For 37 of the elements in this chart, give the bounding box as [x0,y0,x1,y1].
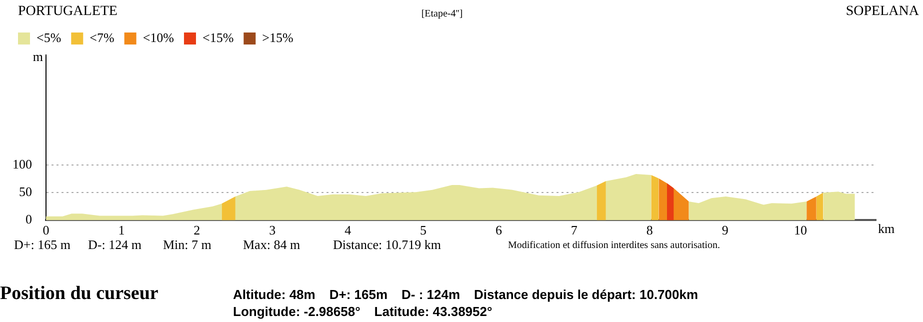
text: Modification et diffusion interdites sans autorisation. [508,240,720,251]
x-tick-label: 4 [344,222,352,238]
text: D+: 165m [329,287,388,302]
text: SOPELANA [846,4,919,20]
x-tick-label: 9 [722,222,728,238]
text: PORTUGALETE [18,4,118,20]
x-tick-label: 5 [420,222,427,238]
y-tick-label: 50 [19,184,32,200]
x-tick-label: 6 [495,222,502,238]
text: Longitude: -2.98658° [233,304,360,319]
legend-label: <10% [142,30,174,45]
y-axis-title: m [32,48,43,64]
x-tick-label: 1 [118,222,125,238]
x-tick-label: 7 [570,222,578,238]
text: Position du curseur [0,283,158,305]
legend-label: <5% [36,30,62,45]
x-tick-label: 0 [42,222,50,238]
text: Distance depuis le départ: 10.700km [474,287,698,302]
x-tick-label: 8 [646,222,653,238]
x-axis-title: km [878,221,895,236]
legend-label: <15% [202,30,234,45]
x-tick-label: 2 [194,222,200,238]
x-tick-label: 10 [794,222,808,238]
y-tick-label: 0 [26,212,32,227]
text: Min: 7 m [163,237,212,253]
chart-title: [Etape-4''] [421,8,463,20]
text: Max: 84 m [243,237,300,253]
legend-label: >15% [262,30,294,45]
text: D-: 124 m [88,237,142,253]
legend-label: <7% [90,30,114,45]
text: D- : 124m [402,287,460,302]
y-tick-label: 100 [12,156,32,172]
x-tick-label: 3 [269,222,276,238]
text: Latitude: 43.38952° [374,304,492,319]
text: Distance: 10.719 km [333,237,441,253]
text: Altitude: 48m [233,287,316,302]
text: D+: 165 m [14,237,70,253]
